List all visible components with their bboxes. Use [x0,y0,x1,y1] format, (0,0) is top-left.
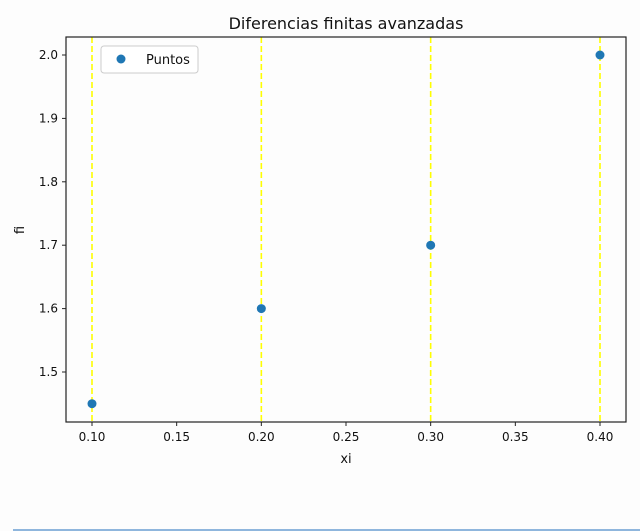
y-tick-label: 1.5 [39,365,58,379]
x-tick-label: 0.10 [79,430,106,444]
y-axis-label: fi [13,226,28,234]
data-point [595,50,605,60]
legend: Puntos [100,45,199,74]
x-tick-label: 0.35 [502,430,529,444]
x-axis-label: xi [340,452,351,467]
x-tick-label: 0.25 [333,430,360,444]
vertical-lines [91,37,601,422]
legend-label: Puntos [146,53,190,68]
x-axis-ticks: 0.10 0.15 0.20 0.25 0.30 0.35 0.40 [79,422,614,444]
legend-marker-icon [116,54,126,64]
x-tick-label: 0.40 [587,430,614,444]
y-tick-label: 1.6 [39,302,58,316]
bottom-divider [13,529,640,531]
x-tick-label: 0.15 [163,430,190,444]
data-point [426,240,436,250]
data-point [87,399,97,409]
y-tick-label: 1.8 [39,175,58,189]
y-tick-label: 1.9 [39,111,58,125]
y-tick-label: 2.0 [39,48,58,62]
plot-frame [65,36,627,423]
y-axis-ticks: 1.5 1.6 1.7 1.8 1.9 2.0 [39,48,66,379]
data-points [87,50,605,409]
x-tick-label: 0.30 [417,430,444,444]
x-tick-label: 0.20 [248,430,275,444]
y-tick-label: 1.7 [39,238,58,252]
data-point [256,304,266,314]
chart-title: Diferencias finitas avanzadas [229,14,464,33]
